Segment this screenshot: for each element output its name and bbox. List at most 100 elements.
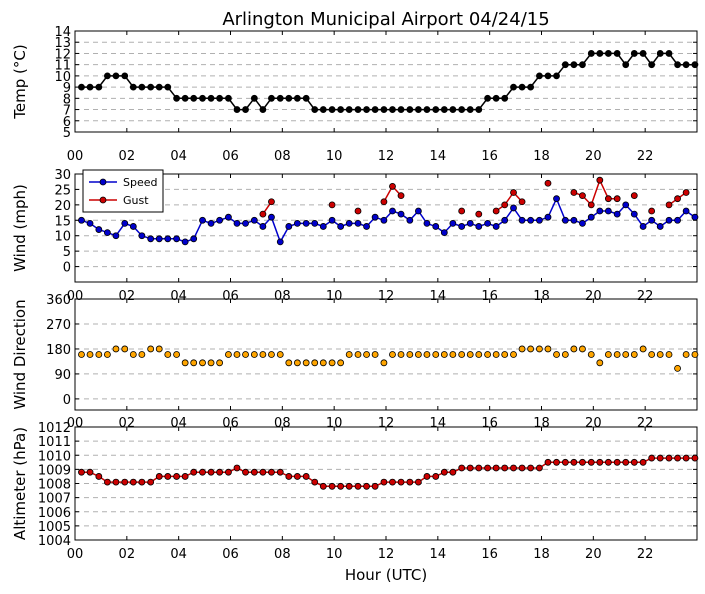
- temperature-series-point: [225, 94, 232, 102]
- temperature-series-point: [138, 83, 146, 91]
- temperature-ytick-label: 10: [54, 70, 71, 85]
- temperature-series-point: [432, 106, 440, 113]
- wind-xtick-label: 14: [430, 289, 447, 304]
- temperature-xtick-label: 12: [378, 149, 395, 164]
- wind-speed-point: [579, 219, 586, 227]
- temperature-series-point: [691, 61, 699, 69]
- temperature-ytick-label: 6: [63, 115, 71, 130]
- legend-entry-gust: Gust: [123, 194, 149, 207]
- wind-direction-series-point: [190, 359, 198, 367]
- altimeter-series-point: [250, 468, 258, 476]
- temperature-series-point: [579, 61, 586, 69]
- wind-speed-point: [337, 223, 345, 230]
- wind-speed-point: [510, 204, 517, 212]
- temperature-series-point: [147, 83, 155, 91]
- wind-direction-series-point: [630, 351, 638, 358]
- wind-speed-point: [466, 219, 474, 227]
- altimeter-ytick-label: 1007: [38, 492, 71, 507]
- wind-direction-series-point: [622, 351, 630, 358]
- altimeter-series-point: [293, 473, 301, 480]
- altimeter-series-point: [423, 473, 431, 480]
- wind-xtick-label: 00: [67, 289, 84, 304]
- wind-direction-series-point: [587, 351, 595, 358]
- wind-speed-point: [319, 223, 327, 230]
- wind-ytick-label: 0: [63, 261, 71, 276]
- wind-speed-point: [501, 216, 509, 224]
- temperature-series-point: [363, 106, 370, 113]
- wind-xtick-label: 12: [378, 289, 395, 304]
- temperature-xtick-label: 18: [533, 149, 550, 164]
- temperature-series-point: [458, 106, 466, 113]
- wind-gust-point: [544, 179, 552, 187]
- wind-direction-series-point: [682, 351, 690, 358]
- altimeter-series-point: [86, 468, 94, 476]
- altimeter-series-point: [561, 458, 569, 466]
- temperature-xtick-label: 16: [481, 149, 498, 164]
- wind-direction-series-point: [484, 351, 491, 358]
- wind-xtick-label: 10: [326, 289, 343, 304]
- temperature-series-point: [311, 106, 319, 113]
- altimeter-ytick-label: 1010: [38, 449, 71, 464]
- altimeter-xtick-label: 20: [585, 547, 602, 562]
- wind-xtick-label: 06: [222, 289, 239, 304]
- wind-gust-point: [630, 192, 638, 200]
- temperature-series-point: [682, 61, 690, 69]
- altimeter-series-point: [518, 464, 526, 472]
- wind-speed-point: [285, 223, 293, 230]
- wind-speed-point: [354, 219, 362, 227]
- altimeter-series-point: [406, 478, 414, 486]
- wind-speed-point: [207, 219, 215, 227]
- wind-direction-series-point: [544, 345, 552, 353]
- temperature-ytick-label: 7: [63, 104, 71, 119]
- altimeter-series-point: [112, 478, 120, 486]
- temperature-ytick-label: 14: [54, 25, 71, 40]
- wind-gust-point: [458, 207, 466, 215]
- temperature-series-point: [674, 61, 681, 69]
- altimeter-series-point: [164, 473, 172, 480]
- temperature-series-point: [86, 83, 94, 91]
- altimeter-xtick-label: 14: [430, 547, 447, 562]
- wind-direction-series-point: [250, 351, 258, 358]
- altimeter-series-point: [121, 478, 129, 486]
- wind-speed-point: [103, 229, 111, 237]
- temperature-series-point: [242, 106, 249, 113]
- wind-speed-point: [181, 238, 189, 246]
- wind-speed-point: [527, 216, 535, 224]
- altimeter-series-point: [397, 478, 405, 486]
- altimeter-series-point: [181, 473, 189, 480]
- altimeter-series-point: [484, 464, 491, 472]
- wind-speed-point: [155, 235, 163, 243]
- altimeter-series-point: [570, 458, 578, 466]
- temperature-series-point: [527, 83, 535, 91]
- wind-xtick-label: 04: [170, 289, 187, 304]
- altimeter-series-point: [328, 482, 336, 490]
- temperature-series-point: [207, 94, 215, 102]
- wind-speed-point: [173, 235, 180, 243]
- temperature-series-point: [648, 61, 656, 69]
- temperature-ytick-label: 12: [54, 47, 71, 62]
- altimeter-xtick-label: 02: [119, 547, 136, 562]
- wind-direction-series-point: [354, 351, 362, 358]
- temperature-series-point: [639, 50, 647, 57]
- temperature-series-point: [293, 94, 301, 102]
- altimeter-series-point: [129, 478, 137, 486]
- legend-entry-speed: Speed: [123, 176, 157, 189]
- temperature-y-axis-label: Temp (°C): [11, 44, 29, 119]
- wind-speed-point: [596, 207, 604, 215]
- wind-xtick-label: 02: [119, 289, 136, 304]
- wind-speed-point: [164, 235, 172, 243]
- altimeter-series-point: [380, 478, 388, 486]
- wind-speed-line: [81, 196, 696, 244]
- temperature-ytick-label: 8: [63, 92, 71, 107]
- altimeter-series-point: [259, 468, 267, 476]
- wind-direction-series-point: [674, 364, 681, 372]
- altimeter-series-point: [656, 454, 664, 462]
- altimeter-axes-frame: [74, 426, 698, 541]
- temperature-series-point: [466, 106, 474, 113]
- altimeter-series-point: [155, 473, 163, 480]
- wind-direction-series-point: [466, 351, 474, 358]
- altimeter-ytick-label: 1009: [38, 463, 71, 478]
- wind-direction-series-point: [86, 351, 94, 358]
